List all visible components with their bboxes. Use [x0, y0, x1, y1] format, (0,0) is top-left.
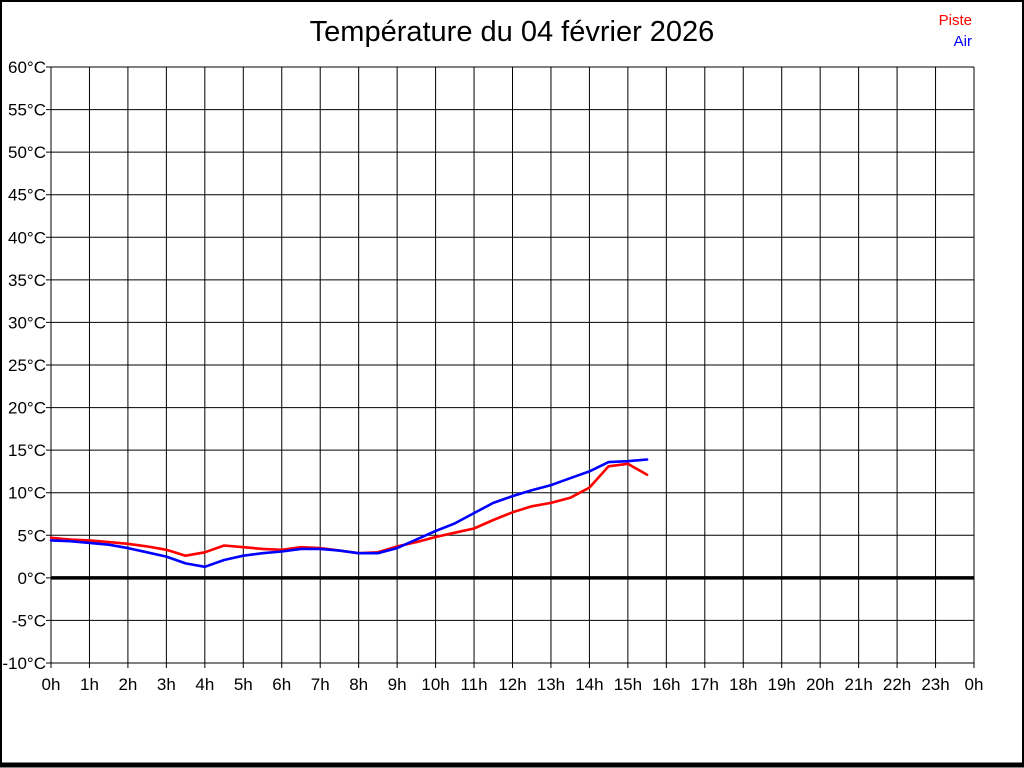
y-axis-tick-label: 25°C	[8, 356, 46, 375]
chart-title: Température du 04 février 2026	[309, 16, 715, 48]
y-axis-tick-label: -5°C	[12, 611, 46, 630]
y-axis-tick-label: 0°C	[17, 569, 46, 588]
y-axis-tick-label: 55°C	[8, 101, 46, 120]
x-axis-tick-label: 11h	[460, 675, 487, 694]
x-axis-tick-label: 20h	[806, 675, 834, 694]
x-axis-tick-label: 4h	[195, 675, 214, 694]
y-axis-tick-label: -10°C	[2, 654, 46, 673]
y-axis-tick-label: 15°C	[8, 441, 46, 460]
y-axis-tick-label: 20°C	[8, 399, 46, 418]
x-axis-tick-label: 19h	[768, 675, 796, 694]
x-axis-tick-label: 23h	[921, 675, 949, 694]
x-axis-tick-label: 21h	[844, 675, 872, 694]
legend-item-piste: Piste	[938, 12, 972, 29]
y-axis-tick-label: 30°C	[8, 313, 46, 332]
x-axis-tick-label: 1h	[80, 675, 99, 694]
x-axis-tick-label: 15h	[614, 675, 642, 694]
chart-legend: Piste Air	[939, 10, 972, 52]
x-axis-tick-label: 9h	[388, 675, 407, 694]
x-axis-tick-label: 0h	[965, 675, 984, 694]
y-axis-tick-label: 40°C	[8, 228, 46, 247]
x-axis-tick-label: 7h	[311, 675, 330, 694]
series-line-air	[49, 458, 649, 569]
x-axis-tick-label: 3h	[157, 675, 176, 694]
x-axis-tick-label: 17h	[691, 675, 719, 694]
x-axis-tick-label: 2h	[118, 675, 137, 694]
legend-item-air: Air	[953, 33, 972, 50]
x-axis-tick-label: 18h	[729, 675, 757, 694]
y-axis-tick-label: 5°C	[17, 526, 46, 545]
series-line-piste	[49, 462, 649, 558]
x-axis-tick-label: 0h	[42, 675, 61, 694]
y-axis-tick-label: 45°C	[8, 186, 46, 205]
x-axis-tick-label: 16h	[652, 675, 680, 694]
x-axis-tick-label: 13h	[537, 675, 565, 694]
x-axis-tick-label: 22h	[883, 675, 911, 694]
x-axis-tick-label: 12h	[498, 675, 526, 694]
y-axis-tick-label: 60°C	[8, 58, 46, 77]
x-axis-tick-label: 8h	[349, 675, 368, 694]
y-axis-tick-label: 10°C	[8, 484, 46, 503]
y-axis-tick-label: 50°C	[8, 143, 46, 162]
x-axis-tick-label: 6h	[272, 675, 291, 694]
x-axis-tick-label: 10h	[421, 675, 449, 694]
y-axis-tick-label: 35°C	[8, 271, 46, 290]
x-axis-tick-label: 14h	[575, 675, 603, 694]
x-axis-tick-label: 5h	[234, 675, 253, 694]
